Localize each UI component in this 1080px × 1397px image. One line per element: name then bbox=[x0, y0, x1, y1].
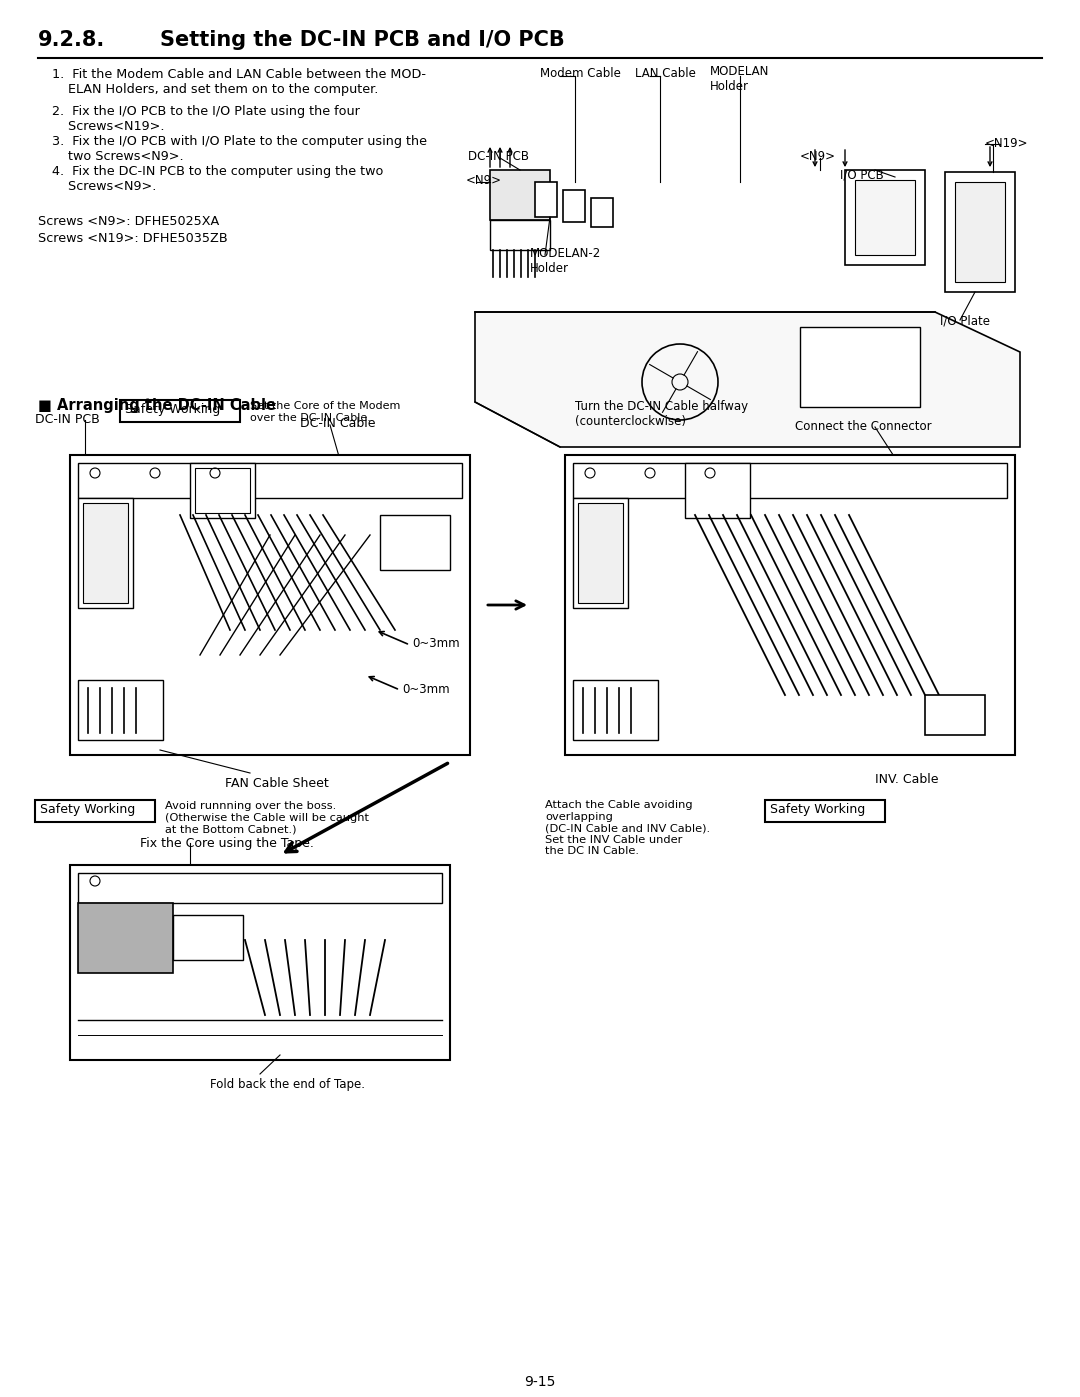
Text: Safety Working: Safety Working bbox=[770, 803, 865, 816]
Text: 1.  Fit the Modem Cable and LAN Cable between the MOD-
    ELAN Holders, and set: 1. Fit the Modem Cable and LAN Cable bet… bbox=[52, 68, 426, 96]
Text: Safety Working: Safety Working bbox=[125, 402, 220, 416]
Bar bbox=[490, 219, 550, 250]
Text: 4.  Fix the DC-IN PCB to the computer using the two
    Screws<N9>.: 4. Fix the DC-IN PCB to the computer usi… bbox=[52, 165, 383, 193]
Bar bbox=[78, 497, 133, 608]
Text: Avoid runnning over the boss.
(Otherwise the Cable will be caught
at the Bottom : Avoid runnning over the boss. (Otherwise… bbox=[165, 800, 369, 834]
Text: Screws <N9>: DFHE5025XA: Screws <N9>: DFHE5025XA bbox=[38, 215, 219, 228]
Bar bbox=[173, 915, 243, 960]
Bar bbox=[845, 170, 924, 265]
Text: Turn the DC-IN Cable halfway
(counterclockwise): Turn the DC-IN Cable halfway (counterclo… bbox=[575, 400, 748, 427]
Text: I/O Plate: I/O Plate bbox=[940, 314, 990, 327]
Text: Safety Working: Safety Working bbox=[40, 803, 135, 816]
Bar bbox=[685, 462, 750, 518]
Bar bbox=[120, 400, 240, 422]
Text: <N19>: <N19> bbox=[985, 137, 1028, 149]
Text: 3.  Fix the I/O PCB with I/O Plate to the computer using the
    two Screws<N9>.: 3. Fix the I/O PCB with I/O Plate to the… bbox=[52, 136, 427, 163]
Bar bbox=[578, 503, 623, 604]
Text: Attach the Cable avoiding
overlapping
(DC-IN Cable and INV Cable).
Set the INV C: Attach the Cable avoiding overlapping (D… bbox=[545, 800, 711, 856]
Bar bbox=[190, 462, 255, 518]
Text: <N9>: <N9> bbox=[465, 175, 502, 187]
Bar bbox=[573, 497, 627, 608]
Bar bbox=[195, 468, 249, 513]
Text: MODELAN-2
Holder: MODELAN-2 Holder bbox=[530, 247, 602, 275]
Text: 9-15: 9-15 bbox=[524, 1375, 556, 1389]
Text: DC-IN Cable: DC-IN Cable bbox=[300, 416, 376, 430]
Text: ■ Arranging the DC-IN Cable: ■ Arranging the DC-IN Cable bbox=[38, 398, 276, 414]
Bar bbox=[573, 462, 1007, 497]
Bar bbox=[800, 327, 920, 407]
Bar bbox=[945, 172, 1015, 292]
Text: Fold back the end of Tape.: Fold back the end of Tape. bbox=[210, 1078, 365, 1091]
Text: Modem Cable: Modem Cable bbox=[540, 67, 621, 80]
Text: MODELAN
Holder: MODELAN Holder bbox=[710, 66, 769, 94]
Bar bbox=[78, 462, 462, 497]
Bar bbox=[70, 865, 450, 1060]
Text: <N9>: <N9> bbox=[800, 149, 836, 163]
Bar bbox=[565, 455, 1015, 754]
Text: 0~3mm: 0~3mm bbox=[411, 637, 460, 650]
Bar bbox=[380, 515, 450, 570]
Text: DC-IN PCB: DC-IN PCB bbox=[468, 149, 529, 163]
Text: LAN Cable: LAN Cable bbox=[635, 67, 696, 80]
Text: Setting the DC-IN PCB and I/O PCB: Setting the DC-IN PCB and I/O PCB bbox=[160, 29, 565, 50]
Bar bbox=[490, 170, 550, 219]
Bar bbox=[78, 873, 442, 902]
Text: 9.2.8.: 9.2.8. bbox=[38, 29, 105, 50]
Text: 0~3mm: 0~3mm bbox=[402, 683, 449, 696]
Text: INV. Cable: INV. Cable bbox=[875, 773, 939, 787]
Bar bbox=[855, 180, 915, 256]
Bar bbox=[35, 800, 156, 821]
Text: Connect the Connector: Connect the Connector bbox=[795, 420, 932, 433]
Bar bbox=[83, 503, 129, 604]
Text: I/O PCB: I/O PCB bbox=[840, 169, 883, 182]
Text: FAN Cable Sheet: FAN Cable Sheet bbox=[225, 777, 328, 789]
Bar bbox=[78, 680, 163, 740]
Bar bbox=[535, 182, 557, 217]
Bar bbox=[70, 455, 470, 754]
Bar bbox=[765, 800, 885, 821]
Bar bbox=[924, 694, 985, 735]
Text: 2.  Fix the I/O PCB to the I/O Plate using the four
    Screws<N19>.: 2. Fix the I/O PCB to the I/O Plate usin… bbox=[52, 105, 360, 133]
Bar bbox=[591, 198, 613, 226]
Polygon shape bbox=[475, 312, 1020, 447]
Text: Fix the Core using the Tape.: Fix the Core using the Tape. bbox=[140, 837, 314, 849]
Text: DC-IN PCB: DC-IN PCB bbox=[35, 414, 99, 426]
Bar bbox=[955, 182, 1005, 282]
Bar bbox=[573, 680, 658, 740]
Text: Screws <N19>: DFHE5035ZB: Screws <N19>: DFHE5035ZB bbox=[38, 232, 228, 244]
Bar bbox=[563, 190, 585, 222]
Bar bbox=[78, 902, 173, 972]
Text: Set the Core of the Modem
over the DC-IN Cable.: Set the Core of the Modem over the DC-IN… bbox=[249, 401, 401, 423]
